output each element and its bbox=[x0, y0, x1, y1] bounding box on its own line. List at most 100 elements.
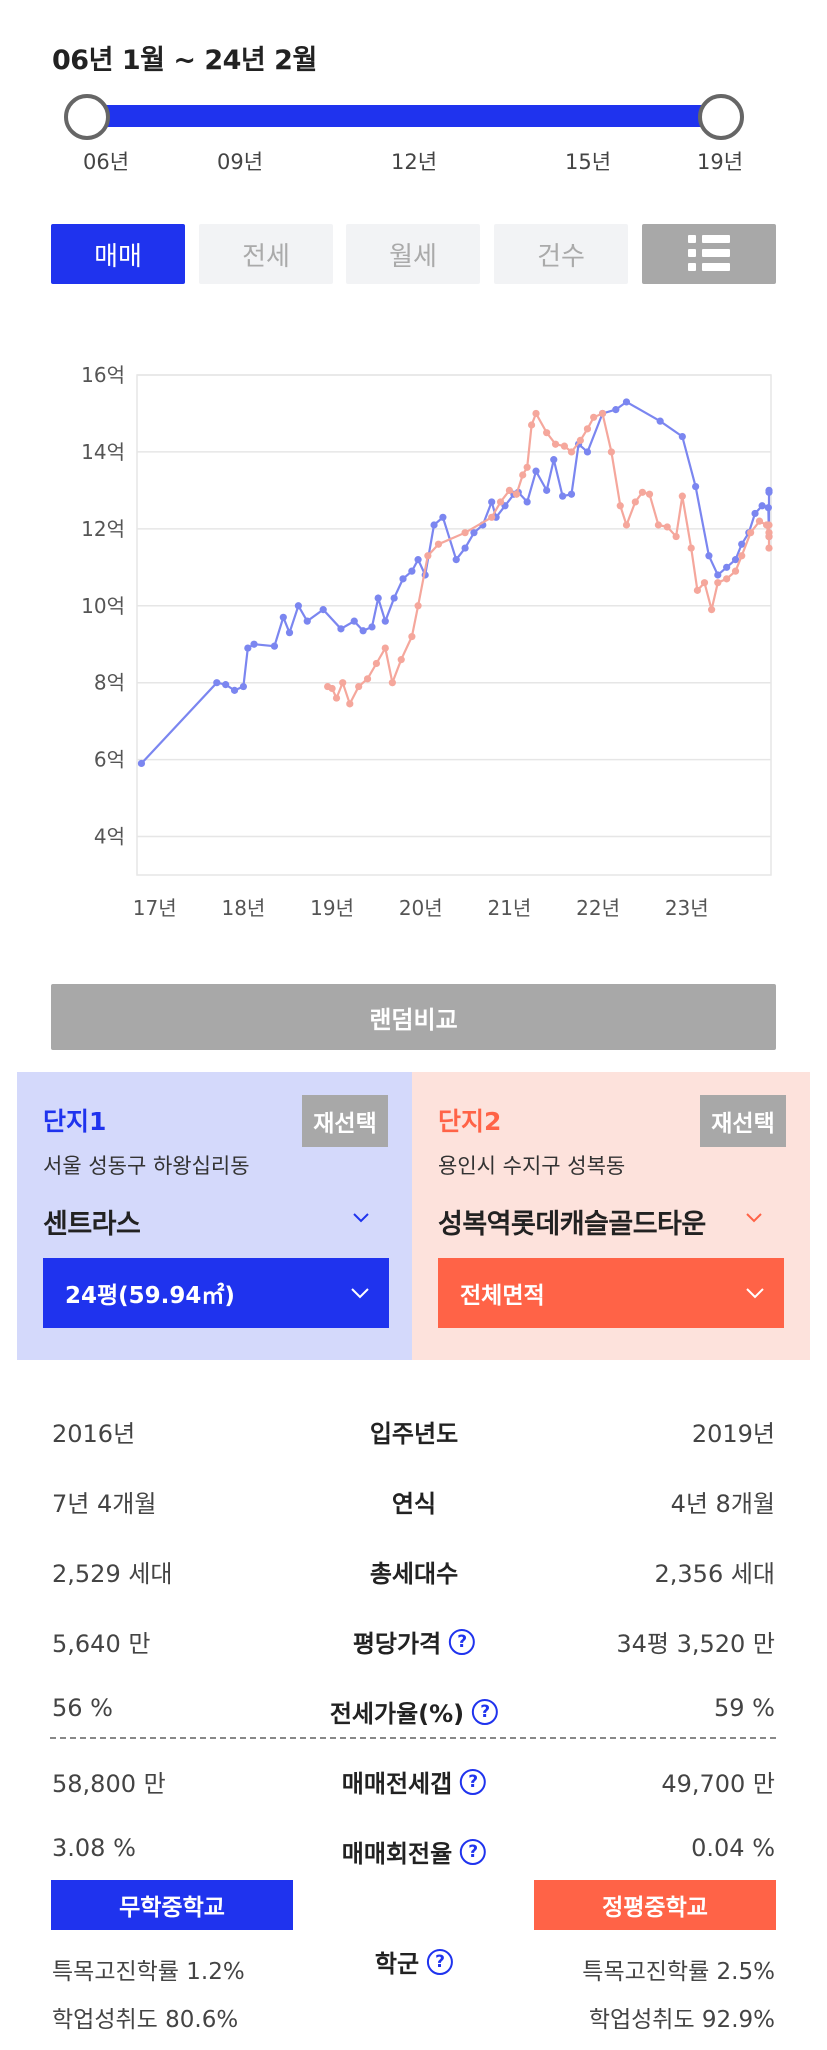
y-tick-label: 12억 bbox=[81, 517, 125, 541]
random-compare-button[interactable]: 랜덤비교 bbox=[51, 984, 776, 1050]
data-point bbox=[765, 521, 773, 529]
slider-end-handle[interactable] bbox=[698, 94, 744, 140]
data-point bbox=[751, 509, 759, 518]
help-icon[interactable]: ? bbox=[460, 1838, 487, 1865]
data-point bbox=[738, 540, 746, 548]
data-point bbox=[543, 429, 551, 437]
price-chart: 16억 14억 12억 10억 8억 6억 4억 17년 18년 19년 20년 21년 22년 23년 bbox=[81, 363, 773, 920]
period-slider[interactable] bbox=[64, 94, 744, 140]
series-line bbox=[140, 400, 771, 765]
complex2-label: 단지2 bbox=[438, 1107, 502, 1136]
help-icon[interactable]: ? bbox=[449, 1628, 476, 1655]
data-point bbox=[399, 575, 407, 583]
help-icon[interactable]: ? bbox=[472, 1698, 499, 1725]
data-point bbox=[408, 632, 416, 641]
complex2-school-score: 학업성취도 92.9% bbox=[588, 2007, 775, 2033]
complex2-address: 용인시 수지구 성복동 bbox=[438, 1154, 626, 1178]
tab-monthly-rent[interactable]: 월세 bbox=[346, 224, 480, 284]
data-point bbox=[654, 521, 662, 529]
complex2-area-value: 전체면적 bbox=[460, 1283, 545, 1309]
chevron-down-icon[interactable] bbox=[746, 1210, 762, 1226]
data-point bbox=[337, 625, 345, 633]
data-point bbox=[239, 682, 248, 691]
data-point bbox=[346, 700, 354, 708]
y-tick-label: 10억 bbox=[81, 594, 125, 618]
help-icon[interactable]: ? bbox=[427, 1948, 454, 1975]
stat-label: 매매전세갭? bbox=[341, 1764, 487, 1799]
data-point bbox=[388, 679, 396, 687]
complex2-reselect-button[interactable]: 재선택 bbox=[700, 1095, 786, 1147]
complex2-area-select[interactable]: 전체면적 bbox=[438, 1258, 784, 1328]
stat-label-text: 평당가격 bbox=[352, 1630, 442, 1658]
stat-label-text: 입주년도 bbox=[369, 1420, 459, 1448]
stat-left-value: 2,529 세대 bbox=[52, 1560, 173, 1588]
data-point bbox=[576, 436, 584, 444]
tab-count[interactable]: 건수 bbox=[494, 224, 628, 284]
help-icon[interactable]: ? bbox=[460, 1768, 487, 1795]
data-point bbox=[687, 544, 695, 552]
slider-tick-label: 15년 bbox=[564, 150, 612, 174]
data-point bbox=[622, 521, 631, 529]
data-point bbox=[270, 642, 279, 650]
complex2-school-badge[interactable]: 정평중학교 bbox=[534, 1880, 776, 1930]
stat-right-value: 34평 3,520 만 bbox=[616, 1630, 775, 1658]
stat-right-value: 4년 8개월 bbox=[670, 1490, 775, 1518]
complex1-school-badge[interactable]: 무학중학교 bbox=[51, 1880, 293, 1930]
data-point bbox=[470, 529, 478, 537]
x-tick-label: 22년 bbox=[576, 896, 620, 920]
stat-left-value: 5,640 만 bbox=[52, 1630, 151, 1658]
data-point bbox=[230, 686, 239, 694]
x-tick-label: 17년 bbox=[133, 896, 177, 920]
x-tick-label: 19년 bbox=[310, 896, 354, 920]
stat-label: 전세가율(%)? bbox=[329, 1694, 499, 1729]
y-tick-label: 4억 bbox=[94, 825, 125, 849]
slider-tick-label: 06년 bbox=[82, 150, 130, 174]
data-point bbox=[488, 498, 496, 506]
list-view-button[interactable] bbox=[642, 224, 776, 284]
stat-label-text: 총세대수 bbox=[369, 1560, 459, 1588]
data-point bbox=[434, 540, 443, 548]
list-icon bbox=[688, 235, 730, 271]
tab-sale[interactable]: 매매 bbox=[51, 224, 185, 284]
x-tick-label: 23년 bbox=[665, 896, 709, 920]
complex1-area-select[interactable]: 24평(59.94㎡) bbox=[43, 1258, 389, 1328]
school-label: 학군? bbox=[375, 1944, 454, 1979]
data-point bbox=[672, 532, 680, 541]
stat-label-text: 매매전세갭 bbox=[341, 1770, 453, 1798]
tab-jeonse[interactable]: 전세 bbox=[199, 224, 333, 284]
data-point bbox=[616, 502, 624, 510]
stat-right-value: 2019년 bbox=[691, 1420, 775, 1448]
complex1-name[interactable]: 센트라스 bbox=[43, 1209, 141, 1240]
data-point bbox=[656, 417, 664, 425]
complex1-reselect-button[interactable]: 재선택 bbox=[302, 1095, 388, 1147]
data-point bbox=[461, 544, 469, 552]
data-point bbox=[731, 567, 740, 575]
data-point bbox=[368, 623, 376, 631]
date-range-title: 06년 1월 ~ 24년 2월 bbox=[52, 45, 317, 76]
slider-start-handle[interactable] bbox=[64, 94, 110, 140]
data-point bbox=[397, 656, 405, 664]
data-point bbox=[663, 523, 671, 531]
data-point bbox=[319, 606, 327, 614]
chevron-down-icon[interactable] bbox=[353, 1210, 369, 1226]
data-point bbox=[551, 440, 560, 448]
data-point bbox=[414, 556, 422, 564]
complex1-school-score: 학업성취도 80.6% bbox=[52, 2007, 239, 2033]
data-point bbox=[250, 640, 258, 648]
stat-label: 평당가격? bbox=[352, 1624, 476, 1659]
stat-right-value: 2,356 세대 bbox=[654, 1560, 776, 1588]
x-tick-label: 21년 bbox=[487, 896, 531, 920]
data-point bbox=[372, 659, 381, 668]
data-point bbox=[707, 606, 716, 614]
stat-label-text: 전세가율(%) bbox=[329, 1700, 465, 1728]
data-point bbox=[678, 492, 686, 500]
data-point bbox=[137, 759, 146, 768]
stat-left-value: 3.08 % bbox=[52, 1834, 136, 1862]
data-point bbox=[439, 513, 447, 521]
stat-right-value: 59 % bbox=[714, 1694, 775, 1722]
data-point bbox=[461, 529, 469, 537]
y-tick-label: 16억 bbox=[81, 363, 125, 387]
data-point bbox=[339, 679, 347, 687]
complex2-name[interactable]: 성복역롯데캐슬골드타운 bbox=[438, 1209, 706, 1240]
data-point bbox=[622, 398, 631, 406]
